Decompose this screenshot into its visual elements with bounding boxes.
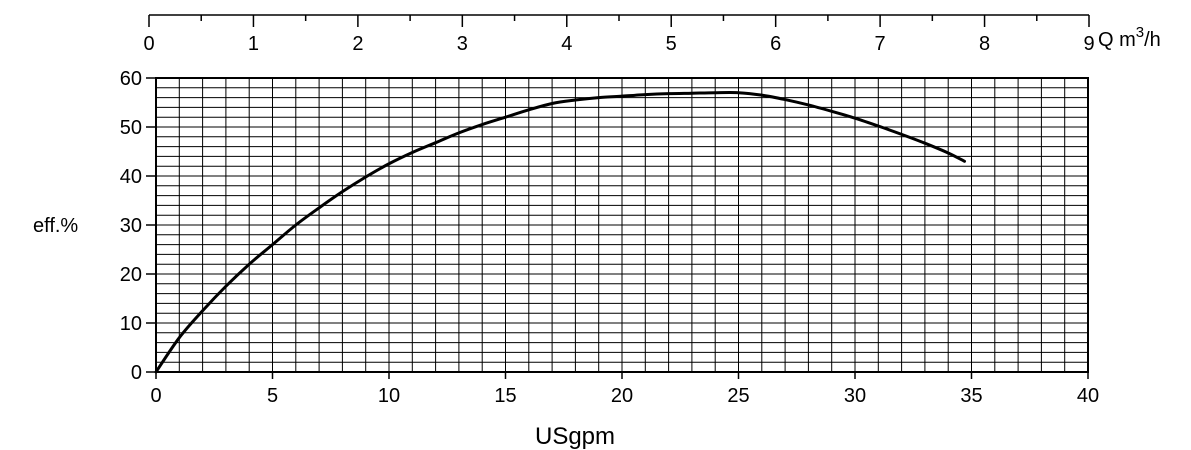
x-tick-label: 0 bbox=[150, 385, 161, 407]
x-tick-label: 15 bbox=[494, 385, 516, 407]
x-tick-label: 40 bbox=[1077, 385, 1099, 407]
top-tick-label: 4 bbox=[561, 33, 572, 55]
y-tick-label: 60 bbox=[120, 68, 142, 90]
top-tick-label: 1 bbox=[248, 33, 259, 55]
x-tick-label: 5 bbox=[267, 385, 278, 407]
x-axis-ticks: 0 5 10 15 20 25 30 35 40 bbox=[150, 372, 1099, 407]
y-tick-label: 0 bbox=[131, 362, 142, 384]
top-tick-label: 0 bbox=[143, 33, 154, 55]
x-axis-title: USgpm bbox=[535, 423, 615, 450]
top-flow-axis: 0 1 2 3 4 5 6 7 8 9 bbox=[143, 14, 1095, 55]
y-tick-label: 50 bbox=[120, 117, 142, 139]
y-tick-label: 30 bbox=[120, 215, 142, 237]
top-tick-label: 8 bbox=[979, 33, 990, 55]
y-tick-label: 40 bbox=[120, 166, 142, 188]
y-axis-title: eff.% bbox=[33, 215, 78, 237]
top-tick-label: 2 bbox=[352, 33, 363, 55]
y-axis-ticks: 0 10 20 30 40 50 60 bbox=[120, 68, 156, 384]
efficiency-curve bbox=[154, 90, 967, 374]
top-tick-label: 6 bbox=[770, 33, 781, 55]
x-tick-label: 20 bbox=[611, 385, 633, 407]
top-tick-label: 9 bbox=[1083, 33, 1094, 55]
top-tick-label: 3 bbox=[457, 33, 468, 55]
grid-lines bbox=[156, 78, 1088, 372]
top-axis-title: Q m3/h bbox=[1098, 24, 1161, 51]
top-tick-label: 5 bbox=[666, 33, 677, 55]
top-tick-label: 7 bbox=[875, 33, 886, 55]
top-axis-title-tail: /h bbox=[1144, 29, 1161, 51]
y-tick-label: 10 bbox=[120, 313, 142, 335]
top-axis-title-sup: 3 bbox=[1136, 24, 1144, 41]
top-axis-title-main: Q m bbox=[1098, 29, 1136, 51]
x-tick-label: 10 bbox=[378, 385, 400, 407]
x-tick-label: 35 bbox=[960, 385, 982, 407]
y-tick-label: 20 bbox=[120, 264, 142, 286]
x-tick-label: 30 bbox=[844, 385, 866, 407]
x-tick-label: 25 bbox=[727, 385, 749, 407]
